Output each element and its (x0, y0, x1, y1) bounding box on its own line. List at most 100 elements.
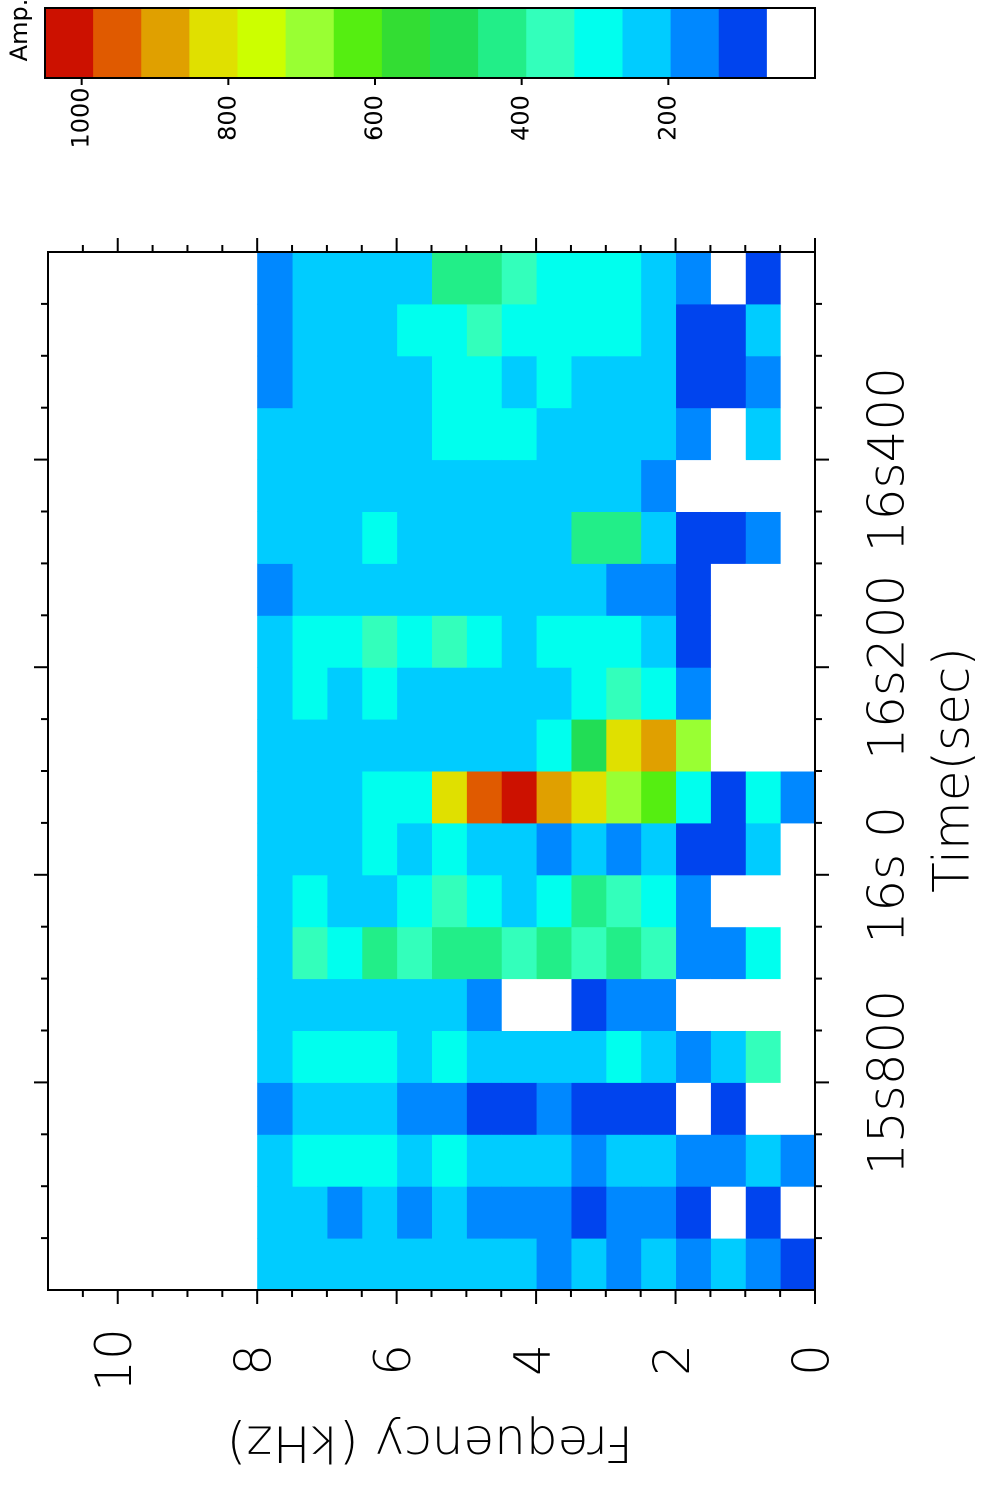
heatmap-cell (326, 719, 363, 772)
heatmap-cell (780, 563, 816, 616)
heatmap-cell (257, 1238, 293, 1291)
heatmap-cell (466, 303, 502, 357)
x-tick-label: 16s200 (858, 575, 916, 760)
heatmap-cell (361, 252, 398, 305)
heatmap-cell (780, 252, 816, 305)
heatmap-cell (570, 355, 607, 409)
colorbar-cell (237, 8, 287, 78)
heatmap-cell (605, 1134, 642, 1187)
heatmap-cell (361, 771, 398, 824)
colorbar-cell (381, 8, 431, 78)
heatmap-cell (710, 252, 746, 305)
heatmap-cell (466, 926, 502, 980)
x-tick-label: 15s800 (858, 990, 916, 1175)
heatmap-cell (745, 1186, 781, 1239)
heatmap-cell (570, 407, 607, 461)
heatmap-cell (501, 874, 537, 928)
heatmap-cell (361, 615, 398, 668)
heatmap-cell (292, 667, 328, 720)
heatmap-cell (257, 874, 293, 928)
colorbar-cell (670, 8, 720, 78)
heatmap-cell (431, 1134, 467, 1187)
colorbar-cell (285, 8, 335, 78)
heatmap-cell (326, 615, 363, 668)
heatmap-cell (501, 511, 537, 564)
heatmap-cell (780, 1030, 816, 1083)
heatmap-cell (501, 1186, 537, 1239)
heatmap-cell (780, 667, 816, 720)
heatmap-cell (326, 407, 363, 461)
heatmap-cell (640, 667, 677, 720)
heatmap-cell (326, 563, 363, 616)
heatmap-cell (466, 355, 502, 409)
y-tick-label: 4 (504, 1344, 562, 1376)
heatmap-cell (292, 719, 328, 772)
heatmap-cell (326, 874, 363, 928)
heatmap-cell (431, 615, 467, 668)
heatmap-cell (710, 1030, 746, 1083)
heatmap-cell (710, 355, 746, 409)
heatmap-cell (292, 615, 328, 668)
heatmap-cell (536, 1030, 572, 1083)
heatmap-cell (536, 822, 572, 876)
heatmap-cell (361, 926, 398, 980)
heatmap-cell (605, 926, 642, 980)
heatmap-cell (675, 771, 711, 824)
heatmap-cell (396, 407, 432, 461)
heatmap-cell (361, 667, 398, 720)
heatmap-cell (292, 1030, 328, 1083)
heatmap-cell (745, 1134, 781, 1187)
heatmap-cell (396, 926, 432, 980)
y-tick-label: 2 (643, 1344, 701, 1376)
colorbar-cell (766, 8, 816, 78)
heatmap-cell (292, 459, 328, 512)
heatmap-cell (257, 1186, 293, 1239)
heatmap-cell (536, 719, 572, 772)
heatmap-cell (257, 303, 293, 357)
heatmap-cell (361, 1186, 398, 1239)
heatmap-cell (361, 1082, 398, 1135)
heatmap-cell (501, 978, 537, 1031)
heatmap-cell (675, 1082, 711, 1135)
heatmap-cell (292, 978, 328, 1031)
heatmap-cell (570, 667, 607, 720)
heatmap-cell (605, 511, 642, 564)
heatmap-cell (501, 303, 537, 357)
y-tick-label: 8 (225, 1344, 283, 1376)
heatmap-cell (640, 563, 677, 616)
heatmap-cell (710, 719, 746, 772)
heatmap-cell (780, 303, 816, 357)
heatmap-cell (536, 667, 572, 720)
heatmap-cell (605, 1238, 642, 1291)
heatmap-cell (501, 667, 537, 720)
heatmap-cell (605, 771, 642, 824)
heatmap-cell (570, 1238, 607, 1291)
heatmap-cell (710, 615, 746, 668)
heatmap-cell (570, 822, 607, 876)
heatmap-cell (326, 303, 363, 357)
heatmap-cell (326, 926, 363, 980)
heatmap-cell (640, 1082, 677, 1135)
heatmap-cell (780, 874, 816, 928)
heatmap-cell (326, 771, 363, 824)
heatmap-cell (640, 926, 677, 980)
heatmap-cell (292, 355, 328, 409)
heatmap-cell (745, 1030, 781, 1083)
heatmap-cell (570, 1030, 607, 1083)
heatmap-cell (466, 407, 502, 461)
heatmap-cell (257, 407, 293, 461)
colorbar-cell (93, 8, 142, 78)
heatmap-cell (466, 1134, 502, 1187)
heatmap-cell (257, 1030, 293, 1083)
heatmap-cell (640, 407, 677, 461)
heatmap-cell (536, 303, 572, 357)
heatmap-cell (501, 252, 537, 305)
heatmap-cell (501, 615, 537, 668)
colorbar-cell (430, 8, 479, 78)
heatmap-cell (536, 407, 572, 461)
heatmap-cell (257, 926, 293, 980)
heatmap-cell (605, 303, 642, 357)
heatmap-cell (466, 459, 502, 512)
heatmap-cell (257, 978, 293, 1031)
x-tick-label: 16s 0 (858, 806, 916, 943)
